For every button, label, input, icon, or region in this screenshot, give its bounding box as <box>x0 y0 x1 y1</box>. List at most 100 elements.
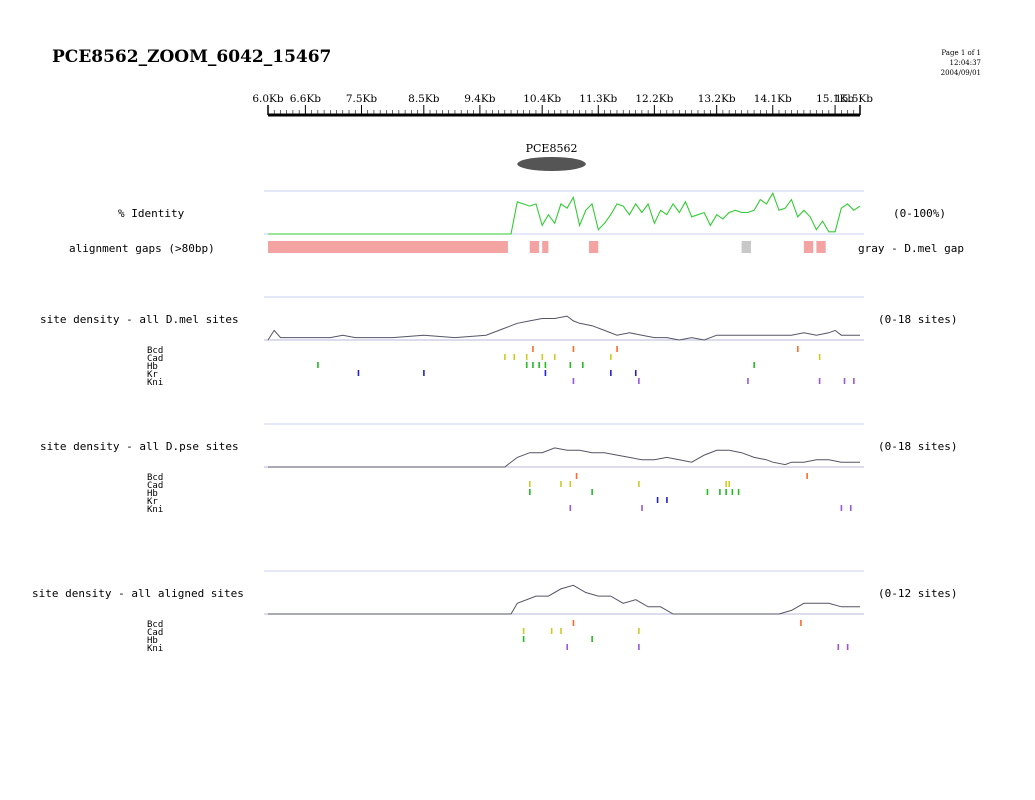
page-number: Page 1 of 1 <box>941 49 981 57</box>
binding-site-mark <box>357 370 360 376</box>
density-line <box>268 584 860 615</box>
binding-site-mark <box>541 354 544 360</box>
binding-site-mark <box>522 636 525 642</box>
binding-site-mark <box>504 354 506 360</box>
binding-site-mark <box>725 489 727 495</box>
factor-label: Hb <box>147 636 158 646</box>
binding-site-mark <box>719 489 721 495</box>
x-tick-label: 13.2Kb <box>698 93 736 105</box>
factor-label: Bcd <box>147 620 163 630</box>
binding-site-mark <box>513 354 516 360</box>
binding-site-mark <box>616 346 618 352</box>
gap-segment <box>816 241 826 253</box>
binding-site-mark <box>656 497 659 503</box>
binding-site-mark <box>731 489 734 495</box>
binding-site-mark <box>423 370 425 376</box>
binding-site-mark <box>532 346 534 352</box>
binding-site-mark <box>572 620 575 626</box>
x-tick-label: 15.1Kb <box>816 93 854 105</box>
density-track-label: site density - all D.mel sites <box>40 313 239 326</box>
binding-site-mark <box>553 354 556 360</box>
binding-site-mark <box>575 473 578 479</box>
gap-segment <box>588 241 599 253</box>
binding-site-mark <box>529 489 531 495</box>
binding-site-mark <box>641 505 643 511</box>
binding-site-mark <box>806 473 808 479</box>
binding-site-mark <box>550 628 553 634</box>
binding-site-mark <box>849 505 852 511</box>
binding-site-mark <box>840 505 843 511</box>
binding-site-mark <box>728 481 731 487</box>
binding-site-mark <box>566 644 569 650</box>
binding-site-mark <box>581 362 584 368</box>
binding-site-mark <box>544 362 547 368</box>
binding-site-mark <box>818 378 821 384</box>
binding-site-mark <box>569 362 572 368</box>
binding-site-mark <box>737 489 740 495</box>
x-tick-label: 9.4Kb <box>464 93 496 105</box>
binding-site-mark <box>843 378 846 384</box>
density-track-label: site density - all aligned sites <box>32 587 244 600</box>
density-track-range: (0-12 sites) <box>878 587 957 600</box>
gaps-label: alignment gaps (>80bp) <box>69 242 215 255</box>
binding-site-mark <box>706 489 709 495</box>
gaps-note: gray - D.mel gap <box>858 242 964 255</box>
identity-range: (0-100%) <box>893 207 946 220</box>
x-tick-label: 7.5Kb <box>346 93 378 105</box>
binding-site-mark <box>638 644 640 650</box>
binding-site-mark <box>560 481 562 487</box>
binding-site-mark <box>525 354 528 360</box>
binding-site-mark <box>569 505 572 511</box>
binding-site-mark <box>666 497 668 503</box>
binding-site-mark <box>634 370 637 376</box>
binding-site-mark <box>796 346 799 352</box>
binding-site-mark <box>317 362 319 368</box>
x-tick-label: 6.6Kb <box>290 93 322 105</box>
binding-site-mark <box>818 354 821 360</box>
binding-site-mark <box>753 362 755 368</box>
binding-site-mark <box>532 362 534 368</box>
binding-site-mark <box>572 346 575 352</box>
binding-site-mark <box>800 620 802 626</box>
binding-site-mark <box>638 481 640 487</box>
page-title: PCE8562_ZOOM_6042_15467 <box>52 47 332 67</box>
page-meta: Page 1 of 1 12:04:37 2004/09/01 <box>941 48 981 78</box>
factor-label: Cad <box>147 481 163 491</box>
factor-label: Hb <box>147 362 158 372</box>
binding-site-mark <box>522 628 525 634</box>
factor-label: Kr <box>147 497 158 507</box>
binding-site-mark <box>529 481 531 487</box>
binding-site-mark <box>572 378 575 384</box>
factor-label: Cad <box>147 628 163 638</box>
identity-line <box>268 191 861 235</box>
binding-site-mark <box>853 378 855 384</box>
factor-label: Kni <box>147 378 163 388</box>
identity-label: % Identity <box>118 207 185 220</box>
binding-site-mark <box>591 489 593 495</box>
factor-label: Bcd <box>147 473 163 483</box>
factor-label: Kr <box>147 370 158 380</box>
x-tick-label: 6.0Kb <box>252 93 284 105</box>
density-track-range: (0-18 sites) <box>878 440 957 453</box>
gene-feature-label: PCE8562 <box>526 142 578 155</box>
x-tick-label: 10.4Kb <box>523 93 561 105</box>
x-tick-label: 12.2Kb <box>635 93 673 105</box>
factor-label: Cad <box>147 354 163 364</box>
binding-site-mark <box>846 644 849 650</box>
factor-label: Kni <box>147 505 163 515</box>
x-tick-label: 8.5Kb <box>408 93 440 105</box>
x-tick-label: 15.5Kb <box>835 93 873 105</box>
binding-site-mark <box>638 378 640 384</box>
factor-label: Kni <box>147 644 163 654</box>
binding-site-mark <box>560 628 562 634</box>
binding-site-mark <box>544 370 547 376</box>
gap-segment <box>741 241 751 253</box>
binding-site-mark <box>610 354 612 360</box>
binding-site-mark <box>747 378 749 384</box>
page-date: 2004/09/01 <box>940 69 981 77</box>
x-tick-label: 14.1Kb <box>754 93 792 105</box>
binding-site-mark <box>638 628 640 634</box>
binding-site-mark <box>837 644 840 650</box>
gap-segment <box>529 241 540 253</box>
